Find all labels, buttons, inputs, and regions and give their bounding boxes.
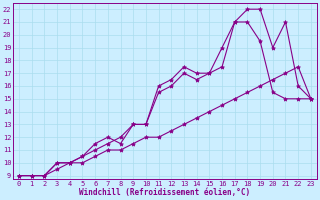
X-axis label: Windchill (Refroidissement éolien,°C): Windchill (Refroidissement éolien,°C) <box>79 188 251 197</box>
